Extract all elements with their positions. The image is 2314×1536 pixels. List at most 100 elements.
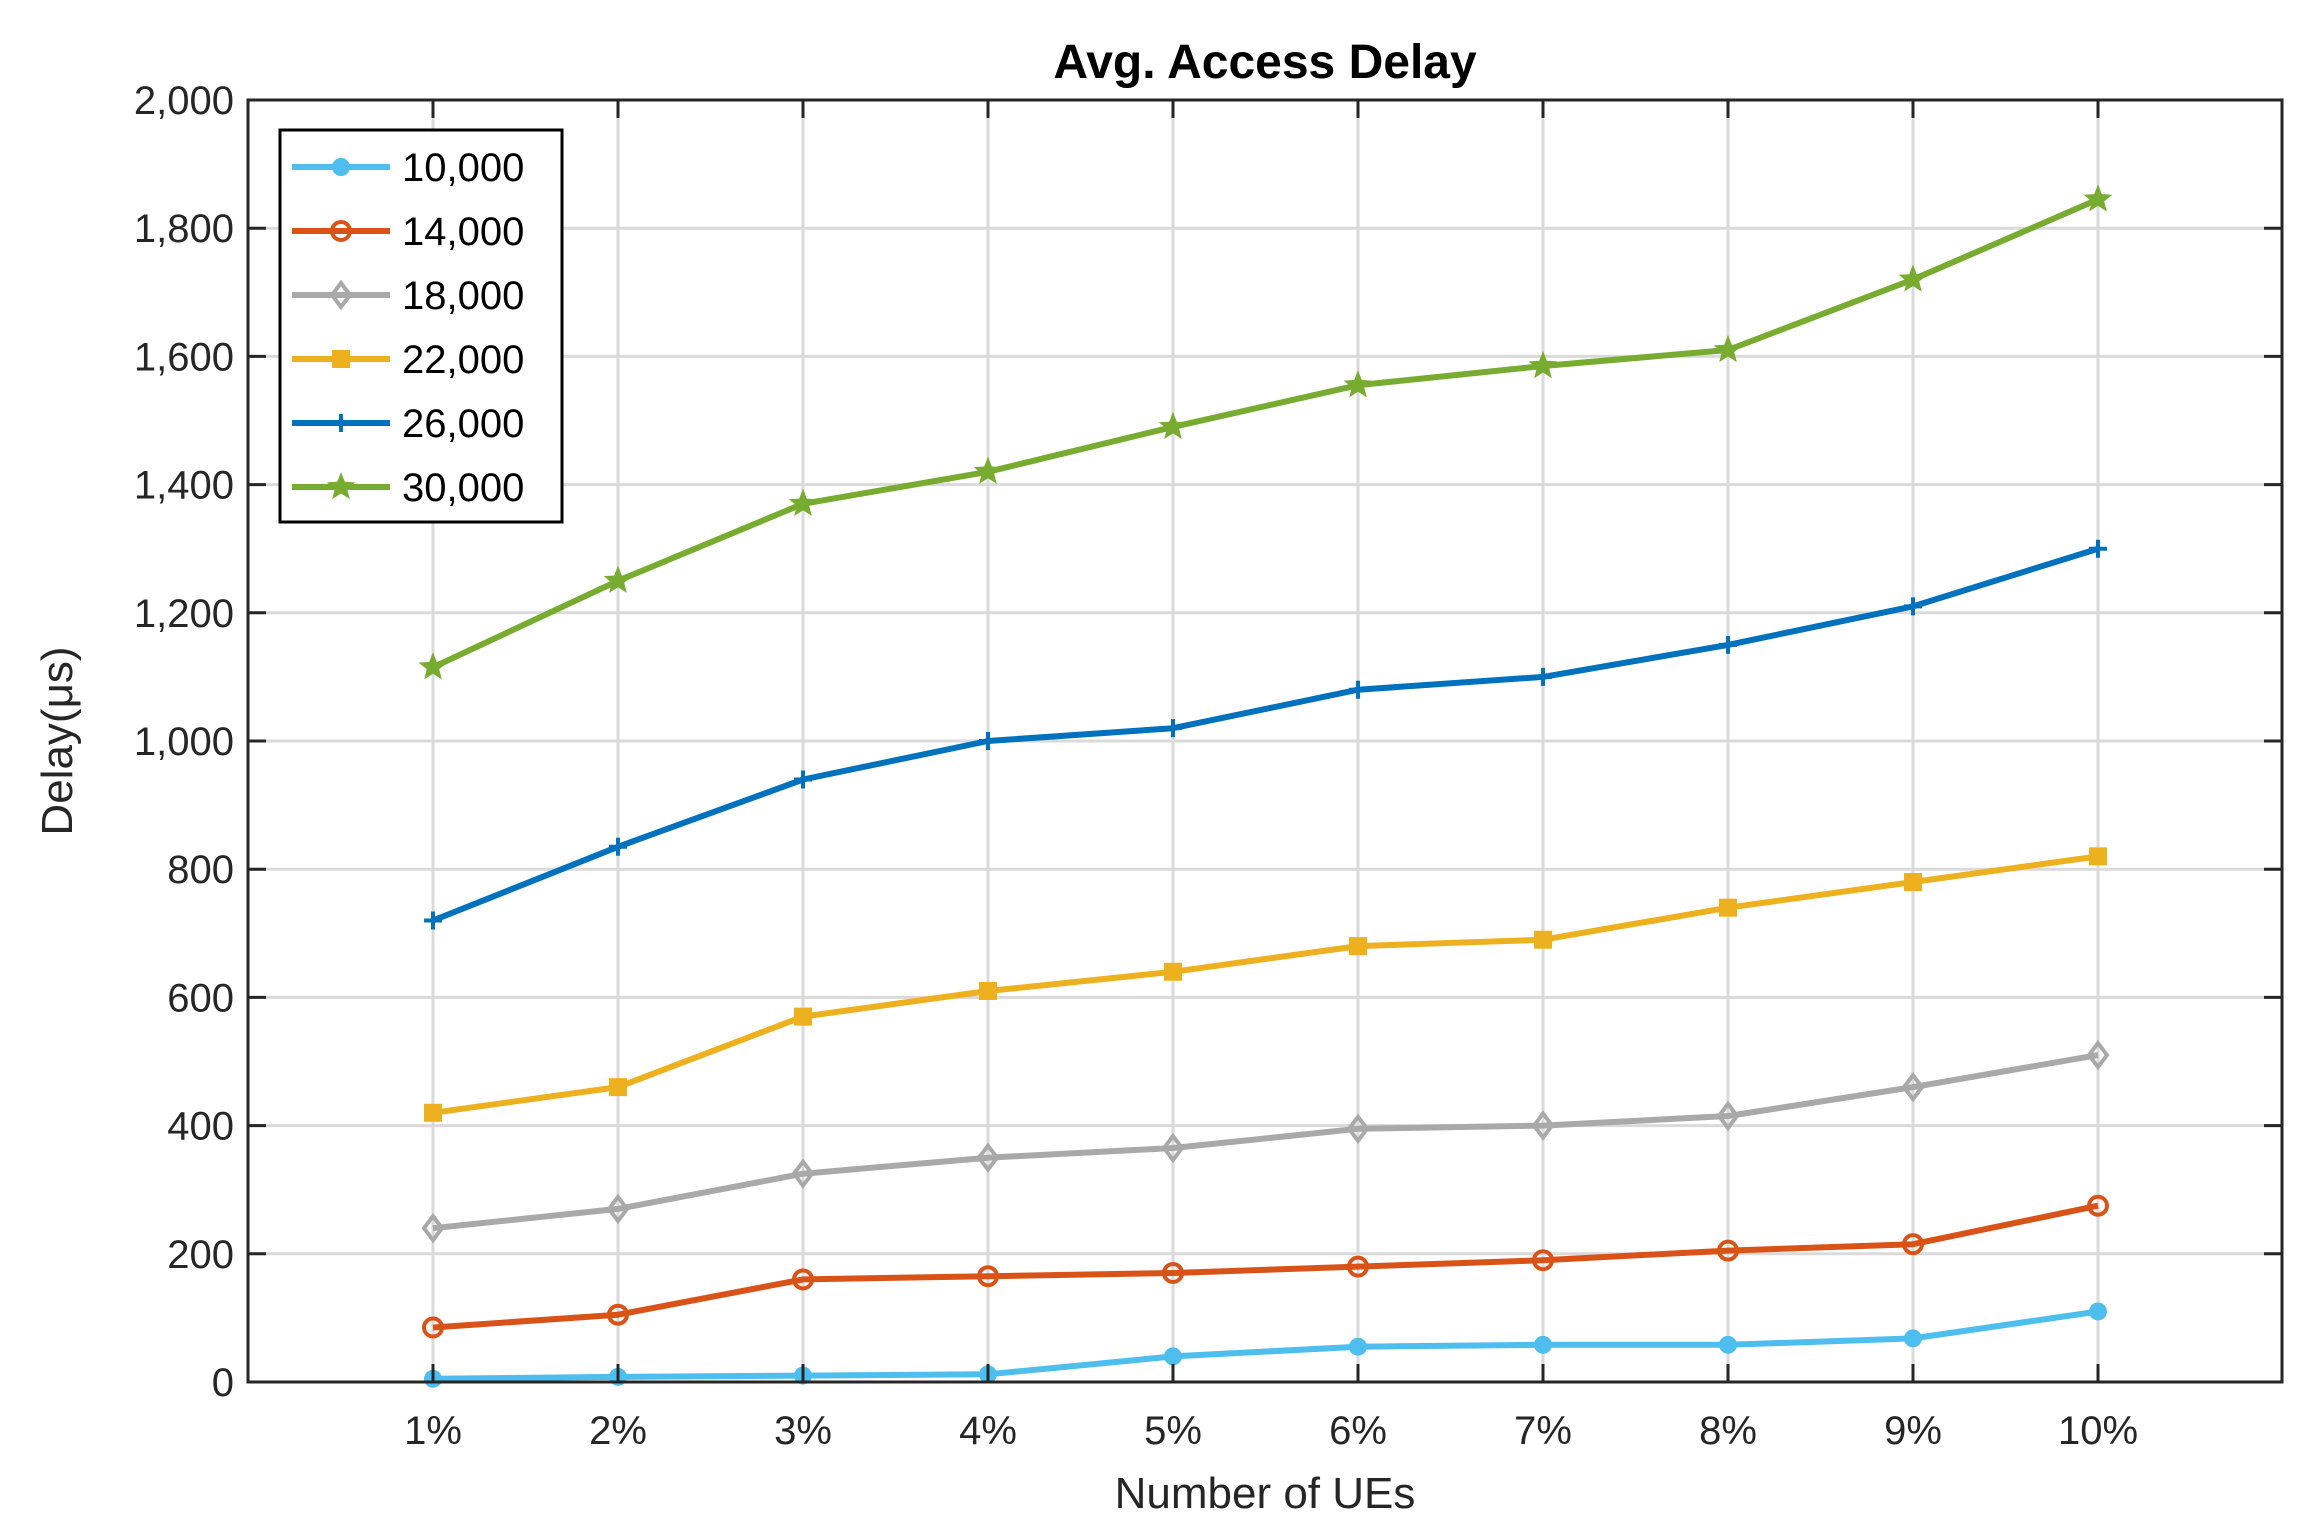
data-point — [1349, 1337, 1367, 1356]
y-tick-label: 1,000 — [134, 720, 234, 764]
series-line — [432, 1308, 2099, 1382]
data-point — [979, 732, 997, 750]
data-point — [1343, 370, 1373, 398]
x-tick-label: 10% — [2058, 1409, 2138, 1453]
y-tick-label: 1,400 — [134, 464, 234, 508]
data-point — [2089, 539, 2107, 558]
series-line — [432, 1202, 2099, 1331]
data-point — [976, 1142, 1000, 1173]
data-point — [609, 837, 627, 856]
data-point — [1534, 930, 1552, 949]
data-point — [1719, 1335, 1737, 1354]
x-tick-label: 6% — [1329, 1409, 1387, 1453]
series-10000 — [424, 1302, 2107, 1388]
data-point — [2089, 1302, 2107, 1321]
legend-label: 18,000 — [402, 274, 524, 318]
chart-title: Avg. Access Delay — [1053, 36, 1477, 89]
data-point — [421, 1212, 445, 1244]
data-point — [2087, 1194, 2109, 1217]
series-line — [432, 853, 2099, 1116]
data-point — [1719, 898, 1737, 917]
data-point — [792, 1268, 814, 1291]
legend-marker — [332, 414, 350, 432]
x-tick-label: 8% — [1699, 1409, 1757, 1453]
y-tick-label: 600 — [167, 976, 234, 1020]
x-tick-label: 1% — [404, 1409, 462, 1453]
y-tick-label: 0 — [212, 1361, 234, 1405]
data-point — [606, 1193, 630, 1225]
legend-marker — [330, 220, 352, 242]
data-point — [794, 770, 812, 789]
series-22000 — [424, 847, 2107, 1122]
data-point — [1162, 1262, 1184, 1285]
legend: 10,000 14,000 18,000 22,000 26,000 30,000 — [278, 128, 564, 524]
legend-item: 26,000 — [292, 402, 524, 446]
x-tick-label: 9% — [1884, 1409, 1942, 1453]
y-tick-label: 1,200 — [134, 592, 234, 636]
series-line — [432, 1052, 2099, 1232]
x-axis-title: Number of UEs — [1115, 1469, 1416, 1518]
x-tick-label: 2% — [589, 1409, 647, 1453]
data-point — [2083, 184, 2113, 212]
data-point — [1531, 1110, 1555, 1141]
legend-marker — [329, 279, 353, 311]
data-point — [1534, 667, 1552, 686]
legend-item: 22,000 — [292, 338, 524, 382]
data-point — [973, 456, 1003, 484]
data-point — [1164, 719, 1182, 738]
data-point — [788, 488, 818, 516]
data-point — [1902, 1233, 1924, 1256]
legend-item: 18,000 — [292, 274, 524, 318]
data-point — [1904, 597, 1922, 616]
legend-item: 14,000 — [292, 210, 524, 254]
data-point — [603, 565, 633, 593]
x-axis-tick-labels: 1% 2% 3% 4% 5% 6% 7% 8% 9% 10% — [404, 1409, 2138, 1453]
data-point — [1349, 937, 1367, 956]
series-line — [431, 196, 2100, 671]
legend-item: 30,000 — [292, 466, 524, 510]
legend-marker — [326, 472, 356, 500]
data-point — [1528, 351, 1558, 379]
series-18000 — [421, 1039, 2110, 1244]
data-point — [979, 981, 997, 1000]
legend-box — [278, 128, 564, 524]
x-tick-label: 5% — [1144, 1409, 1202, 1453]
data-point — [794, 1007, 812, 1026]
data-point — [1713, 335, 1743, 363]
legend-marker — [332, 158, 350, 176]
series-30000 — [418, 184, 2113, 680]
y-tick-label: 1,800 — [134, 207, 234, 251]
data-point — [791, 1158, 815, 1190]
x-tick-label: 4% — [959, 1409, 1017, 1453]
data-series-layer — [418, 184, 2113, 1388]
data-point — [1898, 264, 1928, 292]
legend-item: 10,000 — [292, 146, 524, 190]
axis-ticks — [248, 98, 2282, 1384]
series-26000 — [424, 539, 2107, 930]
x-tick-label: 3% — [774, 1409, 832, 1453]
data-point — [1717, 1239, 1739, 1262]
data-point — [418, 652, 448, 680]
legend-label: 26,000 — [402, 402, 524, 446]
y-axis-tick-labels: 0 200 400 600 800 1,000 1,200 1,400 1,600 1,800 2,… — [134, 79, 234, 1405]
series-14000 — [422, 1194, 2109, 1339]
data-point — [1716, 1100, 1740, 1132]
legend-marker — [332, 350, 350, 368]
data-point — [1164, 1347, 1182, 1366]
data-point — [422, 1316, 444, 1339]
data-point — [2089, 847, 2107, 866]
data-point — [1349, 680, 1367, 699]
legend-label: 30,000 — [402, 466, 524, 510]
data-point — [1534, 1335, 1552, 1354]
data-point — [607, 1303, 629, 1326]
y-tick-label: 2,000 — [134, 79, 234, 123]
legend-label: 10,000 — [402, 146, 524, 190]
data-point — [1161, 1132, 1185, 1164]
x-tick-label: 7% — [1514, 1409, 1572, 1453]
data-point — [1904, 1329, 1922, 1348]
data-point — [1719, 635, 1737, 654]
y-axis-title: Delay(μs) — [33, 646, 82, 835]
data-point — [1904, 873, 1922, 892]
y-tick-label: 800 — [167, 848, 234, 892]
data-point — [1346, 1113, 1370, 1145]
